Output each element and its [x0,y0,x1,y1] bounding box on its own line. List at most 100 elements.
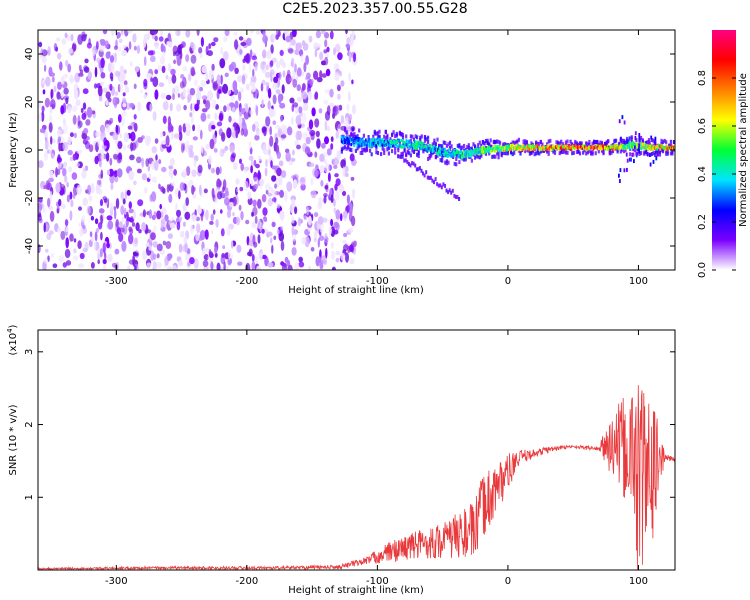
noise-cell [100,214,103,225]
signal-cell [465,155,467,159]
signal-cell [528,148,531,152]
noise-cell [248,155,254,161]
signal-cell [505,148,508,152]
signal-cell [500,146,503,150]
noise-cell [38,213,42,221]
noise-cell [61,91,64,99]
noise-cell [314,91,319,100]
noise-cell [81,34,87,42]
noise-cell [172,87,176,94]
signal-cell [516,146,519,150]
noise-cell [302,102,309,112]
noise-cell [133,45,137,51]
noise-cell [254,134,260,141]
signal-cell [362,143,365,147]
noise-cell [345,172,349,177]
signal-cell [533,152,536,157]
signal-cell [386,133,389,138]
noise-cell [277,127,282,138]
signal-cell [575,141,578,146]
noise-cell [129,154,135,161]
signal-cell [522,139,525,144]
signal-cell [505,151,508,156]
noise-cell [271,221,276,228]
branch-cell [444,183,446,188]
noise-cell [329,30,334,40]
signal-cell [583,148,586,153]
signal-cell [647,146,650,151]
signal-cell [340,147,343,152]
colorbar-tick-label: 0.8 [697,70,708,86]
branch-cell [437,183,440,188]
noise-cell [95,131,100,138]
signal-cell [453,149,456,153]
noise-cell [72,114,77,125]
signal-cell [640,143,643,147]
signal-cell [379,144,382,148]
signal-cell [385,143,388,147]
signal-cell [632,152,635,157]
noise-cell [200,129,203,140]
signal-cell [516,143,519,147]
noise-cell [265,190,269,195]
spike-cell [633,159,635,164]
signal-cell [472,152,475,156]
signal-cell [470,158,473,163]
noise-cell [222,179,227,191]
signal-cell [545,147,548,151]
noise-cell [168,165,174,170]
signal-cell [438,146,440,150]
signal-cell [642,145,645,150]
noise-cell [251,55,258,61]
noise-cell [335,130,339,139]
spike-cell [654,140,657,145]
signal-cell [420,147,422,151]
colorbar-label: Normalized spectral amplitude [738,73,749,227]
signal-cell [644,147,647,151]
signal-cell [640,147,643,151]
noise-cell [99,248,103,258]
signal-cell [654,145,656,149]
noise-cell [310,247,315,252]
noise-cell [161,51,166,57]
signal-cell [491,148,493,152]
noise-cell [249,49,253,57]
noise-cell [231,106,236,114]
noise-cell [226,127,232,139]
signal-cell [666,151,669,156]
noise-cell [289,97,295,104]
noise-cell [114,70,121,77]
noise-cell [240,41,247,47]
noise-cell [78,72,84,77]
noise-cell [310,190,317,199]
noise-cell [53,85,57,93]
signal-cell [480,147,483,151]
spike-cell [618,173,620,178]
noise-cell [278,175,283,186]
noise-cell [71,172,78,180]
noise-cell [100,57,105,69]
signal-cell [409,153,412,158]
noise-cell [86,205,91,215]
branch-cell [429,175,432,180]
signal-cell [412,137,416,142]
branch-cell [431,178,434,183]
signal-cell [416,142,418,147]
noise-cell [199,184,202,196]
noise-cell [245,262,251,270]
signal-cell [451,150,454,154]
noise-cell [324,56,329,66]
noise-cell [141,222,147,232]
noise-cell [237,261,243,266]
signal-cell [651,144,653,148]
signal-cell [427,146,430,150]
spike-cell [619,179,621,183]
signal-cell [668,143,671,148]
noise-cell [291,175,297,180]
signal-cell [387,141,390,145]
noise-cell [216,178,222,189]
signal-cell [361,148,364,152]
signal-cell [475,150,478,154]
signal-cell [624,148,627,153]
x-tick-label: 100 [629,576,648,587]
